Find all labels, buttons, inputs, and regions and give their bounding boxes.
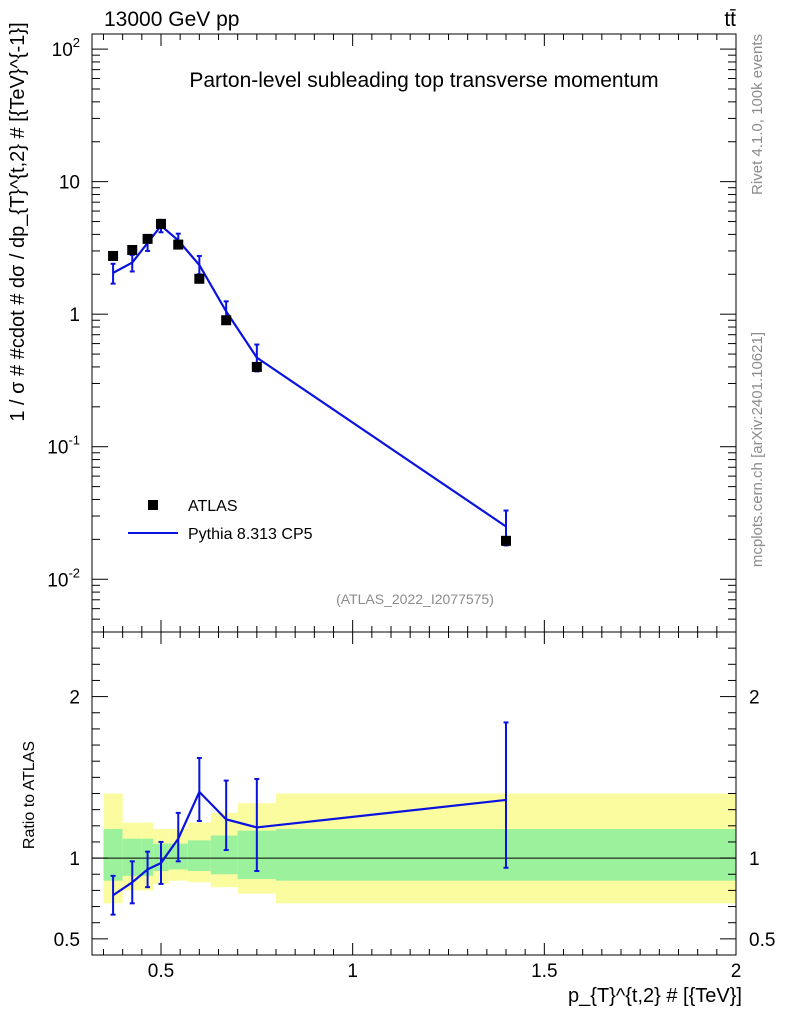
main-y-tick-label: 10-2 bbox=[47, 565, 80, 591]
energy-label: 13000 GeV pp bbox=[104, 8, 239, 31]
analysis-tag: (ATLAS_2022_I2077575) bbox=[336, 591, 494, 607]
main-y-tick-label: 102 bbox=[52, 35, 80, 61]
ratio-y-tick-label-right: 2 bbox=[749, 688, 760, 709]
legend-pythia-label: Pythia 8.313 CP5 bbox=[188, 526, 313, 543]
plot-title: Parton-level subleading top transverse m… bbox=[189, 69, 658, 92]
legend-atlas-label: ATLAS bbox=[188, 498, 238, 515]
x-axis-title: p_{T}^{t,2} # [{TeV}] bbox=[568, 985, 742, 1007]
ratio-inner-band bbox=[187, 840, 211, 872]
ratio-y-axis-title: Ratio to ATLAS bbox=[21, 741, 38, 849]
main-y-axis-title: 1 / σ # #cdot # dσ / dp_{T}^{t,2} # [{Te… bbox=[7, 22, 29, 421]
main-y-tick-label: 10-1 bbox=[47, 433, 80, 459]
x-tick-label: 0.5 bbox=[148, 961, 174, 982]
ratio-inner-band bbox=[122, 838, 142, 876]
ratio-plot-layer bbox=[110, 721, 509, 916]
ratio-y-tick-label-left: 2 bbox=[69, 688, 80, 709]
process-label: tt̄ bbox=[724, 8, 736, 31]
atlas-data-point bbox=[251, 361, 262, 372]
ratio-y-tick-label-right: 0.5 bbox=[749, 930, 775, 951]
atlas-data-point bbox=[194, 273, 205, 284]
ratio-y-tick-label-left: 0.5 bbox=[54, 930, 80, 951]
atlas-data-point bbox=[127, 244, 138, 255]
axes-layer: 0.5 1 1.5 2 10-2 10-1 1 10 102 0.5 0.5 1 1 2 2 bbox=[47, 33, 775, 982]
pythia-line bbox=[112, 224, 507, 528]
atlas-data-point bbox=[142, 233, 153, 244]
legend-atlas-marker bbox=[148, 500, 158, 510]
x-tick-label: 1.5 bbox=[531, 961, 557, 982]
atlas-data-point bbox=[108, 250, 119, 261]
ratio-inner-band bbox=[210, 835, 238, 875]
x-tick-label: 2 bbox=[731, 961, 742, 982]
main-plot-layer bbox=[108, 218, 511, 547]
atlas-data-point bbox=[173, 239, 184, 250]
atlas-data-point bbox=[221, 315, 232, 326]
atlas-data-point bbox=[501, 535, 511, 546]
atlas-data-point bbox=[156, 218, 166, 229]
main-y-tick-label: 1 bbox=[69, 305, 80, 326]
x-tick-label: 1 bbox=[347, 961, 358, 982]
ratio-y-tick-label-right: 1 bbox=[749, 849, 760, 870]
ratio-y-tick-label-left: 1 bbox=[69, 849, 80, 870]
ratio-inner-band bbox=[103, 829, 123, 881]
rivet-version-label: Rivet 4.1.0, 100k events bbox=[749, 34, 766, 195]
ratio-uncertainty-bands bbox=[92, 793, 736, 904]
main-y-tick-label: 10 bbox=[59, 173, 80, 194]
mcplots-label: mcplots.cern.ch [arXiv:2401.10621] bbox=[749, 332, 766, 567]
